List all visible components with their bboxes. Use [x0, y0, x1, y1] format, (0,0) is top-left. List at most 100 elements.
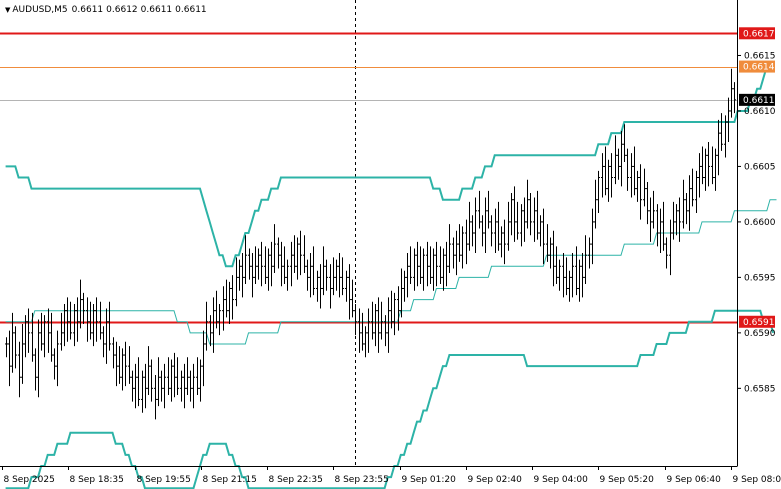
- candle: [607, 159, 610, 202]
- candle: [636, 170, 639, 202]
- candle: [34, 348, 37, 391]
- candle: [358, 308, 361, 353]
- candle: [720, 113, 723, 151]
- level-price-tag-bg: [739, 27, 775, 40]
- candle: [218, 304, 221, 336]
- candle: [717, 119, 720, 176]
- candle: [319, 264, 322, 309]
- candle: [73, 304, 76, 347]
- candle: [37, 319, 40, 398]
- candle: [562, 252, 565, 298]
- candle: [730, 68, 733, 118]
- candle: [43, 315, 46, 358]
- candle: [192, 363, 195, 409]
- symbol-menu-chevron-icon[interactable]: ▼: [5, 6, 11, 14]
- candle: [60, 312, 63, 351]
- candle: [95, 297, 98, 342]
- candle: [617, 148, 620, 180]
- y-tick-label: 0.6585: [744, 384, 776, 394]
- candle: [539, 215, 542, 247]
- candle: [626, 148, 629, 191]
- candle: [86, 297, 89, 342]
- candle: [377, 297, 380, 353]
- candle: [487, 190, 490, 229]
- candle: [633, 146, 636, 196]
- current-price-tag: 0.6611: [743, 96, 775, 106]
- candle: [316, 270, 319, 302]
- current-price-tag-bg: [739, 93, 775, 106]
- candle: [102, 326, 105, 358]
- candle: [21, 323, 24, 384]
- candle: [348, 264, 351, 320]
- candle: [108, 301, 111, 351]
- candle: [419, 246, 422, 285]
- candle: [209, 315, 212, 347]
- candle: [714, 148, 717, 191]
- candle: [711, 146, 714, 185]
- candle: [678, 197, 681, 242]
- candle: [413, 248, 416, 291]
- candle: [283, 246, 286, 285]
- candle: [597, 170, 600, 214]
- candle: [160, 370, 163, 402]
- candle: [157, 357, 160, 407]
- candle: [286, 259, 289, 291]
- candle: [520, 204, 523, 247]
- candle: [170, 359, 173, 402]
- candle: [371, 301, 374, 340]
- candle: [163, 363, 166, 409]
- candle: [150, 359, 153, 402]
- candle: [212, 297, 215, 353]
- candle: [594, 179, 597, 229]
- candle: [332, 257, 335, 296]
- candle: [92, 304, 95, 347]
- candle: [115, 341, 118, 387]
- candle: [40, 312, 43, 351]
- candle: [659, 208, 662, 253]
- price-labels: 0.6617 0.6614 0.6591 0.6611: [739, 27, 775, 328]
- candle: [361, 312, 364, 351]
- level-price-tag-bg: [739, 315, 775, 328]
- candle: [299, 230, 302, 276]
- candle: [461, 226, 464, 269]
- candle: [128, 346, 131, 384]
- candles: [5, 68, 736, 420]
- candle: [270, 241, 273, 287]
- candle: [442, 248, 445, 291]
- x-tick-label: 8 Sep 19:55: [137, 475, 191, 485]
- candle: [118, 346, 121, 384]
- candle: [296, 237, 299, 280]
- candle: [56, 330, 59, 387]
- candle: [189, 370, 192, 402]
- x-tick-label: 8 Sep 22:35: [269, 475, 323, 485]
- candle: [471, 215, 474, 247]
- candle: [468, 201, 471, 251]
- candle: [24, 315, 27, 358]
- candle: [14, 326, 17, 369]
- candle: [393, 292, 396, 336]
- candle: [69, 301, 72, 340]
- y-tick-label: 0.6605: [744, 162, 776, 172]
- candle: [652, 190, 655, 229]
- candle: [536, 190, 539, 240]
- candle: [277, 237, 280, 269]
- candle: [665, 237, 668, 269]
- quote-close: 0.6611: [175, 5, 207, 15]
- candle: [180, 370, 183, 402]
- candle: [406, 252, 409, 298]
- candle: [144, 363, 147, 409]
- candle: [601, 153, 604, 198]
- candle: [507, 201, 510, 251]
- candle: [581, 252, 584, 298]
- candle: [364, 326, 367, 358]
- x-tick-label: 9 Sep 04:00: [534, 475, 589, 485]
- candle: [50, 312, 53, 362]
- candle: [167, 357, 170, 395]
- candle: [656, 204, 659, 247]
- candle: [380, 301, 383, 340]
- candle: [649, 197, 652, 242]
- candle: [620, 130, 623, 187]
